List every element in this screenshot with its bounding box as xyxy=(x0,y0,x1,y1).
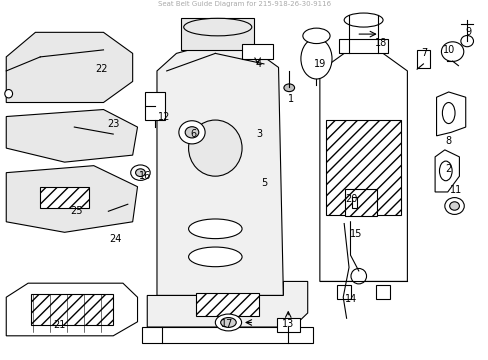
Text: 6: 6 xyxy=(190,129,196,139)
Ellipse shape xyxy=(439,161,451,181)
Bar xyxy=(30,294,113,325)
Text: 24: 24 xyxy=(109,234,122,244)
Ellipse shape xyxy=(188,247,242,267)
Polygon shape xyxy=(436,92,465,136)
Bar xyxy=(325,120,401,215)
Text: 1: 1 xyxy=(287,94,293,104)
Ellipse shape xyxy=(179,121,204,144)
Text: 19: 19 xyxy=(313,59,325,69)
Ellipse shape xyxy=(183,18,251,36)
Text: 14: 14 xyxy=(345,294,357,304)
Ellipse shape xyxy=(284,84,294,92)
Bar xyxy=(144,92,165,120)
Polygon shape xyxy=(181,18,254,50)
Ellipse shape xyxy=(444,198,463,215)
Ellipse shape xyxy=(300,38,331,79)
Text: 17: 17 xyxy=(221,319,233,329)
Polygon shape xyxy=(6,109,137,162)
Text: 4: 4 xyxy=(256,59,262,69)
Ellipse shape xyxy=(449,202,458,210)
Bar xyxy=(351,197,356,208)
Bar xyxy=(242,44,273,59)
Bar xyxy=(345,189,376,216)
Text: 15: 15 xyxy=(349,229,362,239)
Text: 13: 13 xyxy=(282,319,294,329)
Polygon shape xyxy=(319,53,407,282)
Polygon shape xyxy=(6,166,137,232)
Bar xyxy=(375,285,389,299)
Text: 8: 8 xyxy=(445,136,451,146)
Ellipse shape xyxy=(185,127,199,138)
Ellipse shape xyxy=(344,13,382,27)
Ellipse shape xyxy=(5,90,13,98)
Ellipse shape xyxy=(350,269,366,284)
Text: 10: 10 xyxy=(442,45,454,55)
Bar xyxy=(276,318,299,332)
Bar xyxy=(336,285,351,299)
Text: 11: 11 xyxy=(449,185,461,195)
Polygon shape xyxy=(147,282,307,327)
Ellipse shape xyxy=(130,165,150,180)
Ellipse shape xyxy=(302,28,329,44)
Ellipse shape xyxy=(188,219,242,239)
Bar xyxy=(40,187,89,208)
Polygon shape xyxy=(142,327,312,343)
Text: 7: 7 xyxy=(421,48,427,58)
Text: 22: 22 xyxy=(95,64,107,74)
Text: 25: 25 xyxy=(70,206,83,216)
Text: 20: 20 xyxy=(345,194,357,204)
Text: 16: 16 xyxy=(139,171,151,181)
Bar xyxy=(339,39,387,53)
Text: 9: 9 xyxy=(464,27,470,37)
Ellipse shape xyxy=(135,169,145,176)
Text: 5: 5 xyxy=(260,178,266,188)
Polygon shape xyxy=(6,283,137,336)
Text: 3: 3 xyxy=(256,129,262,139)
Ellipse shape xyxy=(442,103,454,123)
Polygon shape xyxy=(434,150,458,192)
Ellipse shape xyxy=(215,314,241,331)
Ellipse shape xyxy=(188,120,242,176)
Bar xyxy=(196,293,259,316)
Text: 18: 18 xyxy=(374,38,386,48)
Polygon shape xyxy=(6,32,132,103)
Title: Seat Belt Guide Diagram for 215-918-26-30-9116: Seat Belt Guide Diagram for 215-918-26-3… xyxy=(158,1,330,8)
Text: 21: 21 xyxy=(54,320,66,330)
Bar xyxy=(416,50,429,68)
Text: 23: 23 xyxy=(107,118,119,129)
Ellipse shape xyxy=(460,36,472,47)
Ellipse shape xyxy=(441,42,463,62)
Text: 12: 12 xyxy=(158,112,170,122)
Polygon shape xyxy=(157,43,283,296)
Ellipse shape xyxy=(220,318,236,327)
Text: 2: 2 xyxy=(445,164,451,174)
